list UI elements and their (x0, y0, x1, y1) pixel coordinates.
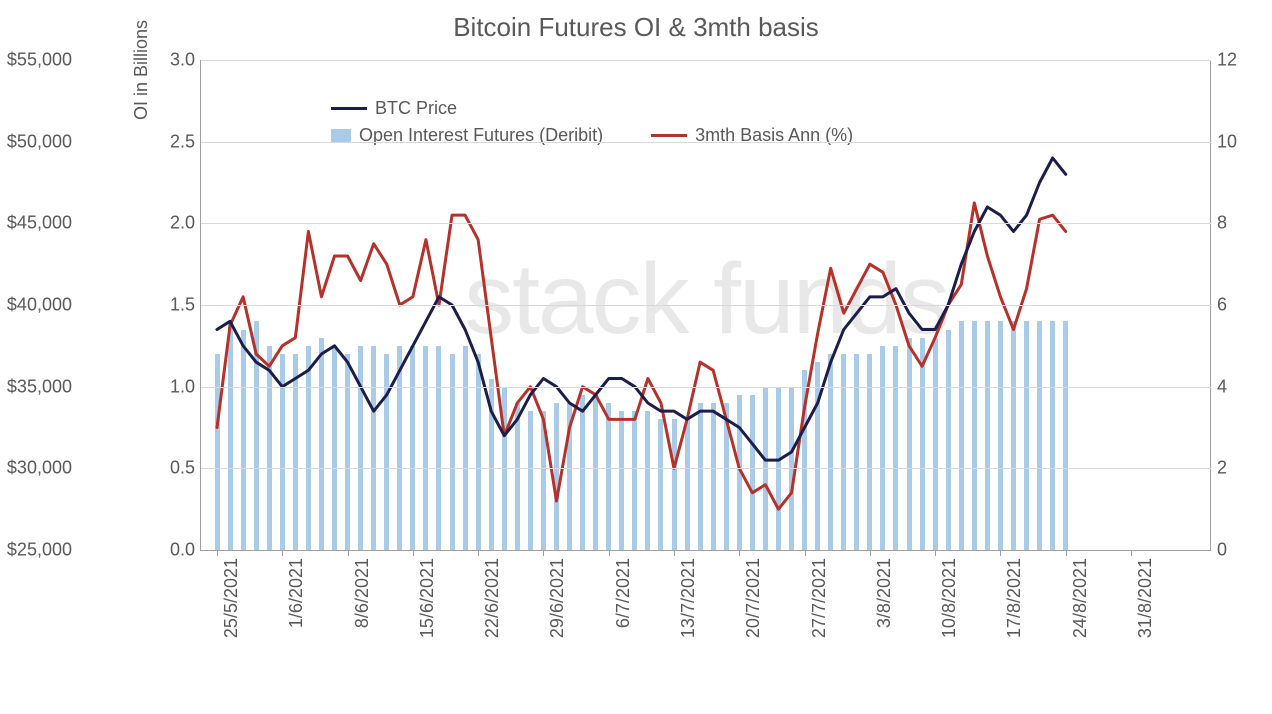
x-tick (674, 550, 675, 556)
legend-swatch-line (331, 107, 367, 110)
x-tick (1000, 550, 1001, 556)
x-tick (413, 550, 414, 556)
gridline (201, 305, 1211, 306)
gridline (201, 387, 1211, 388)
y-outer-tick-label: $30,000 (2, 458, 72, 479)
x-tick-label: 13/7/2021 (678, 558, 699, 638)
legend-item-btc-price: BTC Price (331, 98, 457, 119)
x-tick-label: 31/8/2021 (1135, 558, 1156, 638)
gridline (201, 142, 1211, 143)
legend-label: Open Interest Futures (Deribit) (359, 125, 603, 146)
x-tick-label: 8/6/2021 (352, 558, 373, 628)
legend-item-open-interest: Open Interest Futures (Deribit) (331, 125, 603, 146)
x-tick-label: 20/7/2021 (743, 558, 764, 638)
x-tick-label: 29/6/2021 (547, 558, 568, 638)
legend-label: BTC Price (375, 98, 457, 119)
gridline (201, 468, 1211, 469)
y-right-tick-label: 10 (1217, 131, 1251, 152)
x-tick (478, 550, 479, 556)
legend-swatch-line (651, 134, 687, 137)
y-outer-tick-label: $45,000 (2, 213, 72, 234)
btc-price-line (217, 158, 1066, 460)
y-inner-tick-label: 3.0 (155, 50, 195, 71)
x-tick (1131, 550, 1132, 556)
y-inner-tick-label: 0.0 (155, 540, 195, 561)
gridline (201, 60, 1211, 61)
x-tick-label: 22/6/2021 (482, 558, 503, 638)
x-tick-label: 6/7/2021 (613, 558, 634, 628)
x-tick (805, 550, 806, 556)
gridline (201, 223, 1211, 224)
y-outer-tick-label: $35,000 (2, 376, 72, 397)
y-outer-tick-label: $50,000 (2, 131, 72, 152)
x-tick-label: 24/8/2021 (1070, 558, 1091, 638)
x-tick (609, 550, 610, 556)
x-tick-label: 17/8/2021 (1004, 558, 1025, 638)
x-tick (217, 550, 218, 556)
y-right-tick-label: 12 (1217, 50, 1251, 71)
x-tick (543, 550, 544, 556)
y-outer-tick-label: $40,000 (2, 295, 72, 316)
y-outer-tick-label: $25,000 (2, 540, 72, 561)
y-right-tick-label: 0 (1217, 540, 1251, 561)
x-tick-label: 3/8/2021 (874, 558, 895, 628)
y-inner-tick-label: 2.0 (155, 213, 195, 234)
legend-item-basis: 3mth Basis Ann (%) (651, 125, 853, 146)
chart-title: Bitcoin Futures OI & 3mth basis (0, 12, 1272, 43)
y-inner-tick-label: 1.0 (155, 376, 195, 397)
y-inner-tick-label: 1.5 (155, 295, 195, 316)
y-inner-tick-label: 0.5 (155, 458, 195, 479)
x-tick (348, 550, 349, 556)
legend-label: 3mth Basis Ann (%) (695, 125, 853, 146)
y-right-tick-label: 2 (1217, 458, 1251, 479)
legend-swatch-bar (331, 129, 351, 143)
x-tick (282, 550, 283, 556)
y-outer-tick-label: $55,000 (2, 50, 72, 71)
chart-container: Bitcoin Futures OI & 3mth basis stack fu… (0, 0, 1272, 714)
plot-area: stack funds OI in Billions BTC Price Ope… (200, 60, 1211, 551)
x-tick-label: 15/6/2021 (417, 558, 438, 638)
x-tick (935, 550, 936, 556)
x-tick-label: 1/6/2021 (286, 558, 307, 628)
x-tick-label: 10/8/2021 (939, 558, 960, 638)
x-tick-label: 25/5/2021 (221, 558, 242, 638)
y-right-tick-label: 4 (1217, 376, 1251, 397)
legend: BTC Price Open Interest Futures (Deribit… (331, 98, 893, 152)
y-right-tick-label: 8 (1217, 213, 1251, 234)
y-inner-tick-label: 2.5 (155, 131, 195, 152)
x-tick-label: 27/7/2021 (809, 558, 830, 638)
x-tick (739, 550, 740, 556)
x-tick (870, 550, 871, 556)
x-tick (1066, 550, 1067, 556)
y-inner-axis-title: OI in Billions (131, 20, 152, 120)
y-right-tick-label: 6 (1217, 295, 1251, 316)
